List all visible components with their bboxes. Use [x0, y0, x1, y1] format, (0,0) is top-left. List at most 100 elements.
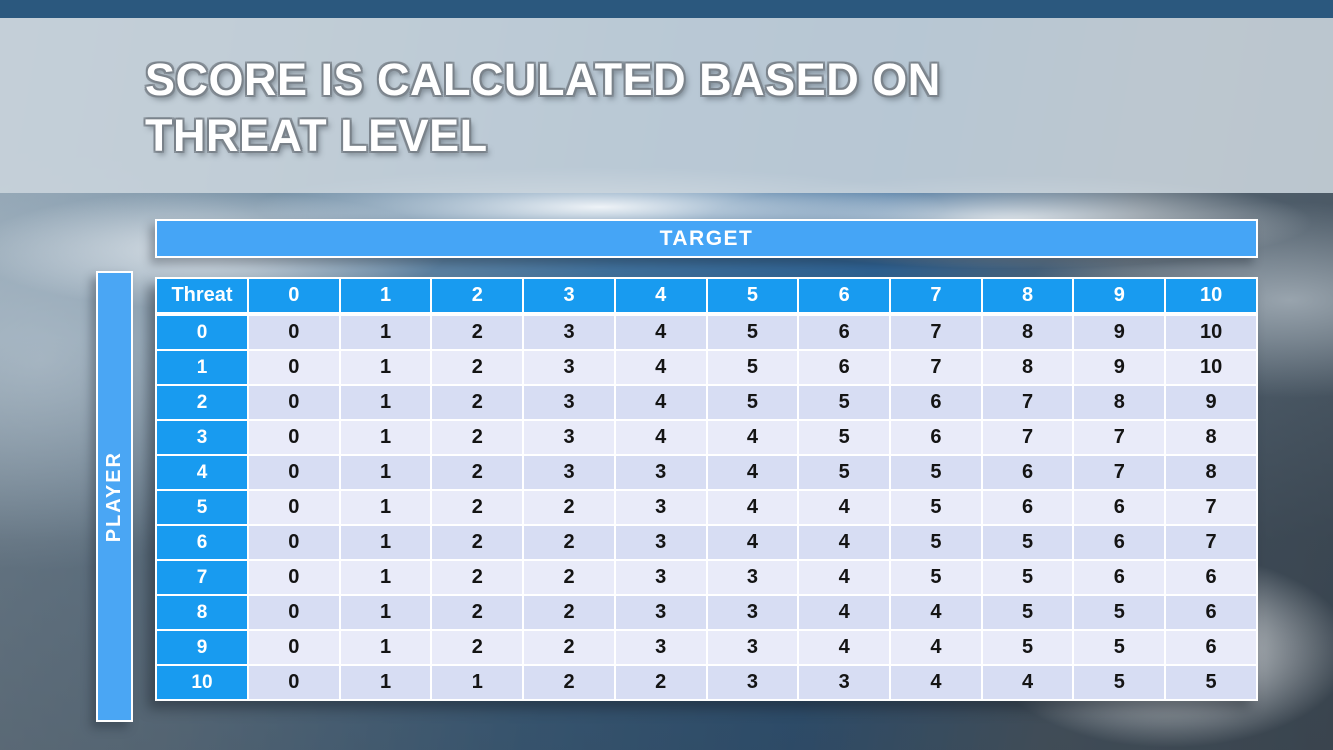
- corner-header-threat: Threat: [155, 277, 249, 316]
- score-matrix-table: Threat 0 1 2 3 4 5 6 7 8 9 10 0 0 1 2 3 4 5 6 7 8 9 10 1 0 1 2 3 4 5 6…: [155, 277, 1258, 701]
- score-cell: 6: [1164, 594, 1258, 631]
- score-cell: 3: [797, 664, 892, 701]
- score-cell: 3: [613, 454, 708, 491]
- score-cell: 0: [247, 489, 341, 526]
- score-cell: 7: [889, 349, 983, 386]
- slide-title: SCORE IS CALCULATED BASED ON THREAT LEVEL: [0, 18, 1333, 164]
- score-cell: 10: [1164, 313, 1258, 351]
- score-cell: 5: [705, 384, 800, 421]
- score-cell: 0: [247, 559, 341, 596]
- score-cell: 2: [430, 489, 525, 526]
- score-cell: 2: [522, 664, 616, 701]
- score-cell: 6: [980, 454, 1075, 491]
- score-cell: 0: [247, 313, 341, 351]
- score-cell: 0: [247, 419, 341, 456]
- score-cell: 7: [1164, 524, 1258, 561]
- score-cell: 4: [705, 524, 800, 561]
- score-cell: 8: [980, 349, 1075, 386]
- score-cell: 5: [1072, 594, 1167, 631]
- score-cell: 7: [980, 419, 1075, 456]
- score-cell: 10: [1164, 349, 1258, 386]
- title-line-1: SCORE IS CALCULATED BASED ON: [145, 54, 941, 105]
- score-cell: 1: [338, 629, 433, 666]
- score-cell: 3: [705, 664, 800, 701]
- row-header-0: 0: [155, 313, 249, 351]
- row-header-10: 10: [155, 664, 249, 701]
- score-cell: 6: [1072, 559, 1167, 596]
- score-cell: 1: [338, 489, 433, 526]
- score-cell: 0: [247, 454, 341, 491]
- table-row: 1 0 1 2 3 4 5 6 7 8 9 10: [155, 349, 1258, 386]
- table-row: 10 0 1 1 2 2 3 3 4 4 5 5: [155, 664, 1258, 701]
- score-cell: 4: [797, 559, 892, 596]
- top-accent-bar: [0, 0, 1333, 18]
- score-cell: 5: [980, 559, 1075, 596]
- score-cell: 4: [980, 664, 1075, 701]
- row-header-1: 1: [155, 349, 249, 386]
- col-header-9: 9: [1072, 277, 1167, 316]
- score-cell: 2: [430, 559, 525, 596]
- score-cell: 3: [705, 629, 800, 666]
- row-header-9: 9: [155, 629, 249, 666]
- score-cell: 2: [430, 629, 525, 666]
- score-cell: 5: [889, 489, 983, 526]
- score-cell: 2: [430, 419, 525, 456]
- row-header-6: 6: [155, 524, 249, 561]
- score-cell: 6: [1164, 629, 1258, 666]
- score-cell: 6: [1072, 524, 1167, 561]
- score-cell: 5: [797, 419, 892, 456]
- score-cell: 2: [522, 559, 616, 596]
- row-header-8: 8: [155, 594, 249, 631]
- score-cell: 4: [613, 349, 708, 386]
- player-axis-bar: PLAYER: [96, 271, 133, 722]
- score-cell: 7: [1164, 489, 1258, 526]
- score-cell: 7: [889, 313, 983, 351]
- score-cell: 3: [705, 559, 800, 596]
- score-cell: 6: [1164, 559, 1258, 596]
- score-cell: 0: [247, 629, 341, 666]
- score-cell: 3: [613, 489, 708, 526]
- target-axis-label: TARGET: [659, 226, 754, 250]
- score-cell: 5: [1072, 664, 1167, 701]
- score-cell: 2: [430, 454, 525, 491]
- score-cell: 9: [1072, 349, 1167, 386]
- score-cell: 4: [705, 454, 800, 491]
- score-cell: 5: [1072, 629, 1167, 666]
- score-cell: 6: [889, 384, 983, 421]
- score-cell: 4: [889, 594, 983, 631]
- score-cell: 2: [522, 489, 616, 526]
- score-cell: 4: [797, 489, 892, 526]
- score-cell: 3: [613, 629, 708, 666]
- row-header-2: 2: [155, 384, 249, 421]
- score-cell: 2: [430, 384, 525, 421]
- row-header-4: 4: [155, 454, 249, 491]
- score-cell: 0: [247, 384, 341, 421]
- score-cell: 3: [522, 384, 616, 421]
- score-cell: 0: [247, 594, 341, 631]
- score-cell: 5: [797, 454, 892, 491]
- score-cell: 7: [1072, 419, 1167, 456]
- score-cell: 7: [980, 384, 1075, 421]
- score-cell: 2: [430, 349, 525, 386]
- score-cell: 9: [1072, 313, 1167, 351]
- col-header-5: 5: [705, 277, 800, 316]
- score-cell: 4: [705, 419, 800, 456]
- title-line-2: THREAT LEVEL: [145, 110, 488, 161]
- score-cell: 3: [522, 313, 616, 351]
- col-header-4: 4: [613, 277, 708, 316]
- score-cell: 6: [797, 349, 892, 386]
- score-cell: 5: [889, 559, 983, 596]
- score-cell: 1: [430, 664, 525, 701]
- score-cell: 3: [705, 594, 800, 631]
- score-cell: 3: [522, 419, 616, 456]
- score-cell: 0: [247, 349, 341, 386]
- score-cell: 4: [613, 384, 708, 421]
- score-cell: 4: [797, 629, 892, 666]
- score-cell: 6: [797, 313, 892, 351]
- score-cell: 2: [522, 594, 616, 631]
